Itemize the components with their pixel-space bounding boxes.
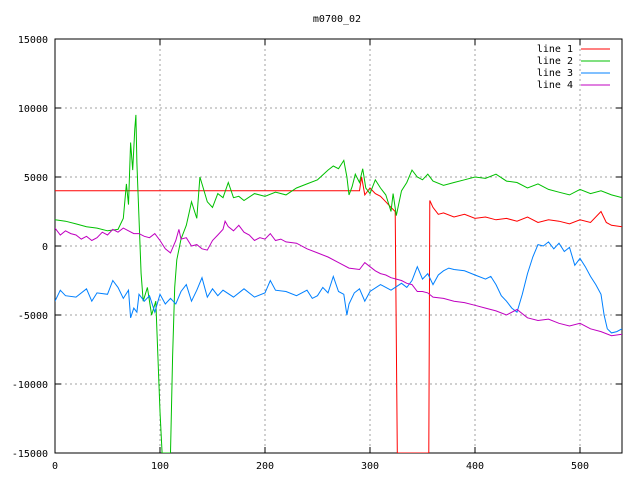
series-line-1	[55, 176, 622, 453]
chart-title: m0700_02	[313, 14, 361, 25]
x-tick-label: 200	[256, 461, 274, 472]
x-tick-label: 0	[52, 461, 58, 472]
y-tick-label: -15000	[12, 449, 48, 460]
x-tick-label: 400	[466, 461, 484, 472]
plot-frame	[54, 38, 623, 454]
legend-label: line 2	[537, 56, 573, 67]
y-tick-label: -5000	[18, 311, 48, 322]
y-tick-label: 5000	[24, 173, 48, 184]
y-tick-label: 10000	[18, 104, 48, 115]
x-tick-label: 300	[361, 461, 379, 472]
x-tick-label: 500	[571, 461, 589, 472]
grid-layer	[55, 39, 622, 453]
series-line-3	[55, 241, 622, 334]
series-layer	[55, 114, 622, 453]
legend-label: line 3	[537, 68, 573, 79]
axis-layer: 0 100 200 300 400 500 -15000 -10000 -5000 0 5000 10…	[12, 35, 623, 472]
x-tick-label: 100	[151, 461, 169, 472]
legend-label: line 1	[537, 44, 573, 55]
y-tick-label: -10000	[12, 380, 48, 391]
y-tick-label: 15000	[18, 35, 48, 46]
series-line-2	[55, 114, 622, 453]
legend-label: line 4	[537, 80, 573, 91]
series-line-4	[55, 219, 622, 337]
y-tick-label: 0	[42, 242, 48, 253]
